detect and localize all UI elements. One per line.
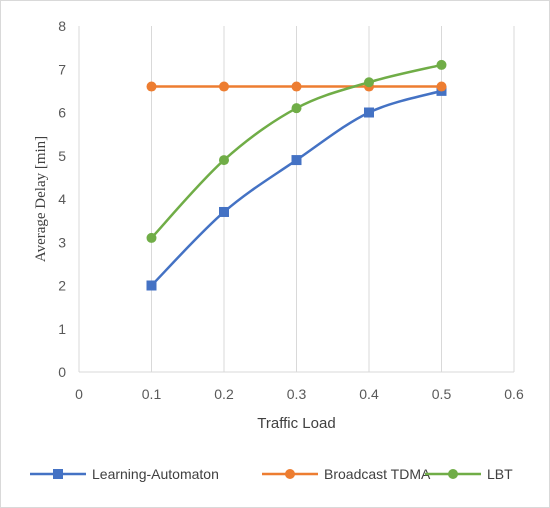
y-tick-label: 7 [58, 61, 66, 77]
legend-item-learning-automaton: Learning-Automaton [30, 466, 219, 482]
legend-marker [448, 469, 458, 479]
legend-label: Learning-Automaton [92, 466, 219, 482]
y-tick-label: 8 [58, 18, 66, 34]
data-point-lbt [146, 232, 157, 243]
legend-item-broadcast-tdma: Broadcast TDMA [262, 466, 431, 482]
y-axis-title: Average Delay [min] [33, 136, 49, 262]
y-tick-label: 4 [58, 191, 66, 207]
y-tick-label: 1 [58, 321, 66, 337]
legend-label: LBT [487, 466, 513, 482]
data-point-lbt [436, 59, 447, 70]
legend-label: Broadcast TDMA [324, 466, 431, 482]
data-point-broadcast-tdma [146, 81, 157, 92]
y-tick-label: 5 [58, 148, 66, 164]
data-point-lbt [291, 103, 302, 114]
y-tick-label: 2 [58, 278, 66, 294]
axes [78, 26, 514, 373]
tick-labels: 0 0.1 0.2 0.3 0.4 0.5 0.6 0 1 2 3 4 5 6 7 8 [58, 18, 524, 402]
data-point-broadcast-tdma [291, 81, 302, 92]
y-tick-label: 0 [58, 364, 66, 380]
data-point-lbt [219, 155, 229, 166]
x-tick-label: 0.3 [287, 386, 307, 402]
data-point-learning-automaton [146, 280, 157, 291]
data-point-learning-automaton [219, 206, 229, 217]
y-tick-label: 6 [58, 105, 66, 121]
series-group [146, 59, 447, 291]
x-tick-label: 0.6 [504, 386, 524, 402]
legend: Learning-Automaton Broadcast TDMA LBT [30, 466, 513, 482]
legend-marker [285, 469, 295, 479]
data-point-broadcast-tdma [436, 81, 447, 92]
y-tick-label: 3 [58, 234, 66, 250]
x-tick-label: 0.2 [214, 386, 234, 402]
x-tick-label: 0.4 [359, 386, 379, 402]
x-tick-label: 0.5 [432, 386, 452, 402]
legend-marker [53, 469, 63, 479]
series-lbt [146, 59, 447, 243]
data-point-learning-automaton [364, 107, 374, 118]
data-point-broadcast-tdma [219, 81, 229, 92]
legend-item-lbt: LBT [425, 466, 513, 482]
x-tick-label: 0.1 [142, 386, 162, 402]
x-axis-title: Traffic Load [257, 415, 335, 432]
data-point-lbt [364, 77, 374, 88]
data-point-learning-automaton [291, 155, 302, 166]
x-tick-label: 0 [75, 386, 83, 402]
